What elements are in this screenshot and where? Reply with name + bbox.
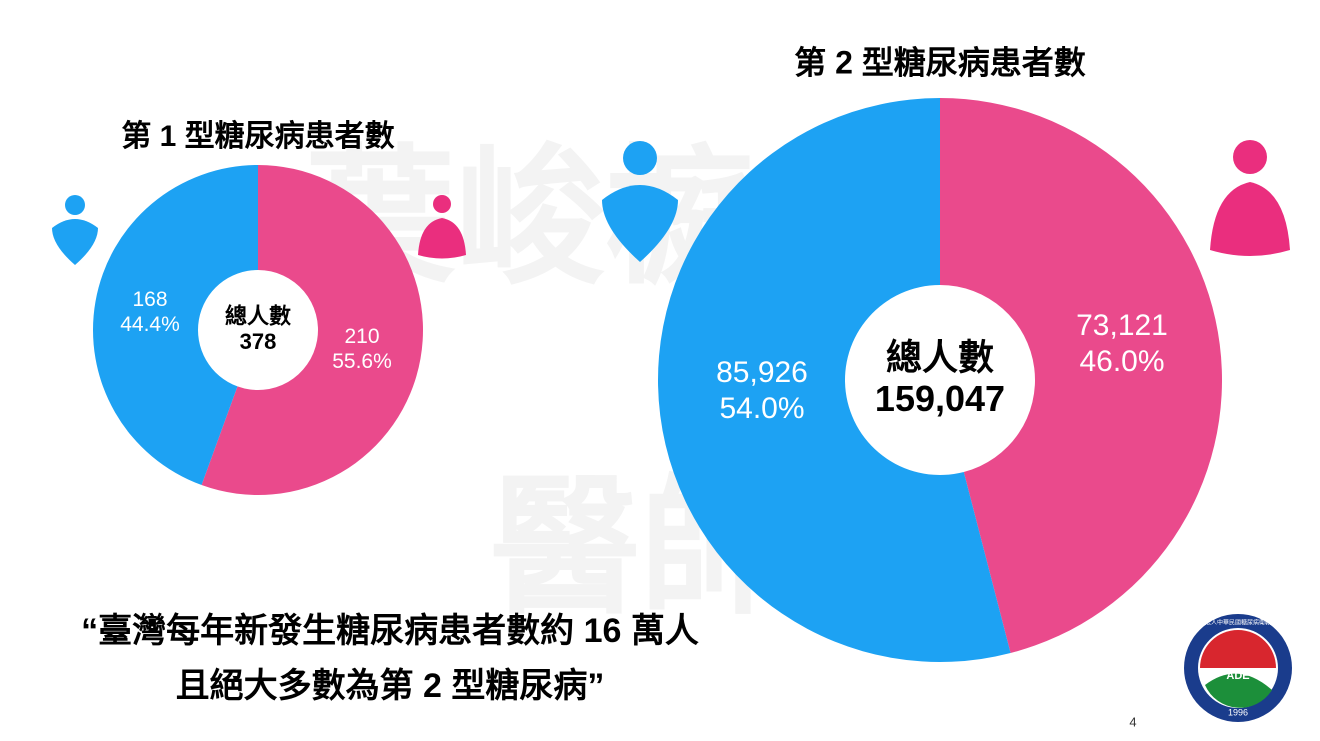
donut-slice	[658, 98, 1011, 663]
value-label: 85,926	[716, 356, 808, 389]
value-label: 73,121	[1076, 309, 1168, 342]
center-label: 總人數	[886, 337, 994, 378]
percent-label: 54.0%	[719, 392, 804, 425]
donut-slice	[940, 98, 1222, 654]
logo-abbr: ADE	[1226, 670, 1249, 682]
logo-name: 社團法人中華民國糖尿病衛教學會	[1193, 619, 1283, 627]
value-label: 210	[344, 325, 379, 348]
donut-slice	[201, 164, 424, 495]
male-icon	[52, 141, 678, 265]
chart-title: 第 2 型糖尿病患者數	[794, 44, 1086, 80]
quote-line: 且絕大多數為第 2 型糖尿病”	[176, 667, 605, 705]
percent-label: 55.6%	[332, 350, 392, 373]
donut-slice	[93, 165, 258, 486]
percent-label: 44.4%	[120, 313, 180, 336]
page-number: 4	[1129, 714, 1136, 729]
value-label: 168	[132, 288, 167, 311]
center-label: 總人數	[225, 304, 291, 329]
center-total: 378	[240, 329, 277, 354]
logo-year: 1996	[1228, 707, 1248, 717]
female-icon	[418, 140, 1290, 259]
center-total: 159,047	[875, 378, 1005, 419]
chart-title: 第 1 型糖尿病患者數	[121, 119, 394, 153]
percent-label: 46.0%	[1079, 345, 1164, 378]
quote-line: “臺灣每年新發生糖尿病患者數約 16 萬人	[81, 612, 699, 650]
logo: ADE 1996 社團法人中華民國糖尿病衛教學會	[1184, 614, 1292, 722]
